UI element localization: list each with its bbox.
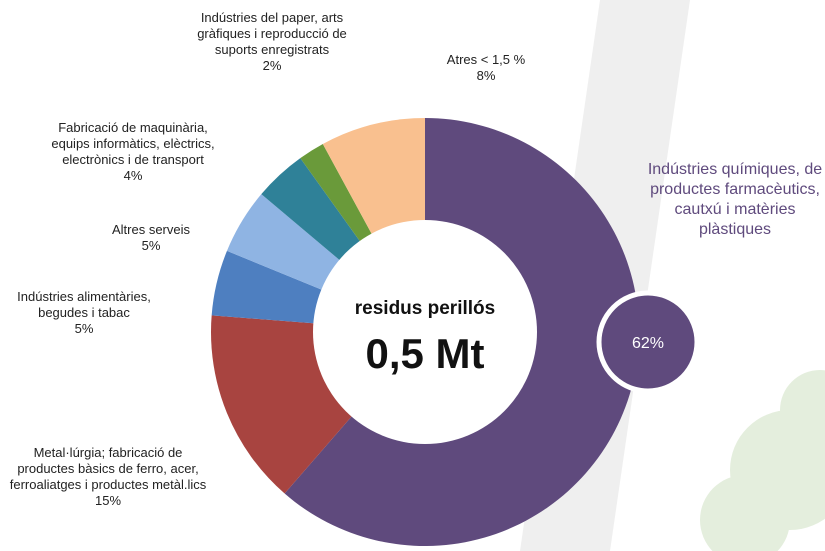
center-label: residus perillós: [354, 298, 496, 319]
category-label: Atres < 1,5 %: [446, 52, 526, 67]
category-label: Indústries del paper, arts gràfiques i r…: [197, 10, 347, 57]
value-label: 2%: [262, 58, 282, 73]
center-value: 0,5 Mt: [365, 330, 485, 377]
value-label: 5%: [74, 321, 94, 336]
label: Fabricació de maquinària, equips informà…: [43, 120, 223, 184]
label: Indústries alimentàries, begudes i tabac…: [4, 289, 164, 337]
label: Indústries del paper, arts gràfiques i r…: [182, 10, 362, 74]
category-label: Altres serveis: [111, 222, 191, 237]
category-label: Fabricació de maquinària, equips informà…: [51, 120, 215, 167]
value-label: 5%: [141, 238, 161, 253]
label: Altres serveis 5%: [66, 222, 236, 254]
value-label: 4%: [123, 168, 143, 183]
highlight-circle: [596, 290, 700, 394]
donut-hole: [313, 220, 537, 444]
value-label: 62%: [632, 335, 664, 352]
value-label: 8%: [476, 68, 496, 83]
category-label: Indústries químiques, de productes farma…: [647, 161, 823, 238]
label: Indústries químiques, de productes farma…: [640, 160, 825, 240]
category-label: Metal·lúrgia; fabricació de productes bà…: [9, 445, 207, 492]
label: Metal·lúrgia; fabricació de productes bà…: [8, 445, 208, 509]
value-label: 15%: [94, 493, 122, 508]
label: Atres < 1,5 % 8%: [416, 52, 556, 84]
tree-decoration: [700, 370, 825, 551]
category-label: Indústries alimentàries, begudes i tabac: [17, 289, 151, 320]
